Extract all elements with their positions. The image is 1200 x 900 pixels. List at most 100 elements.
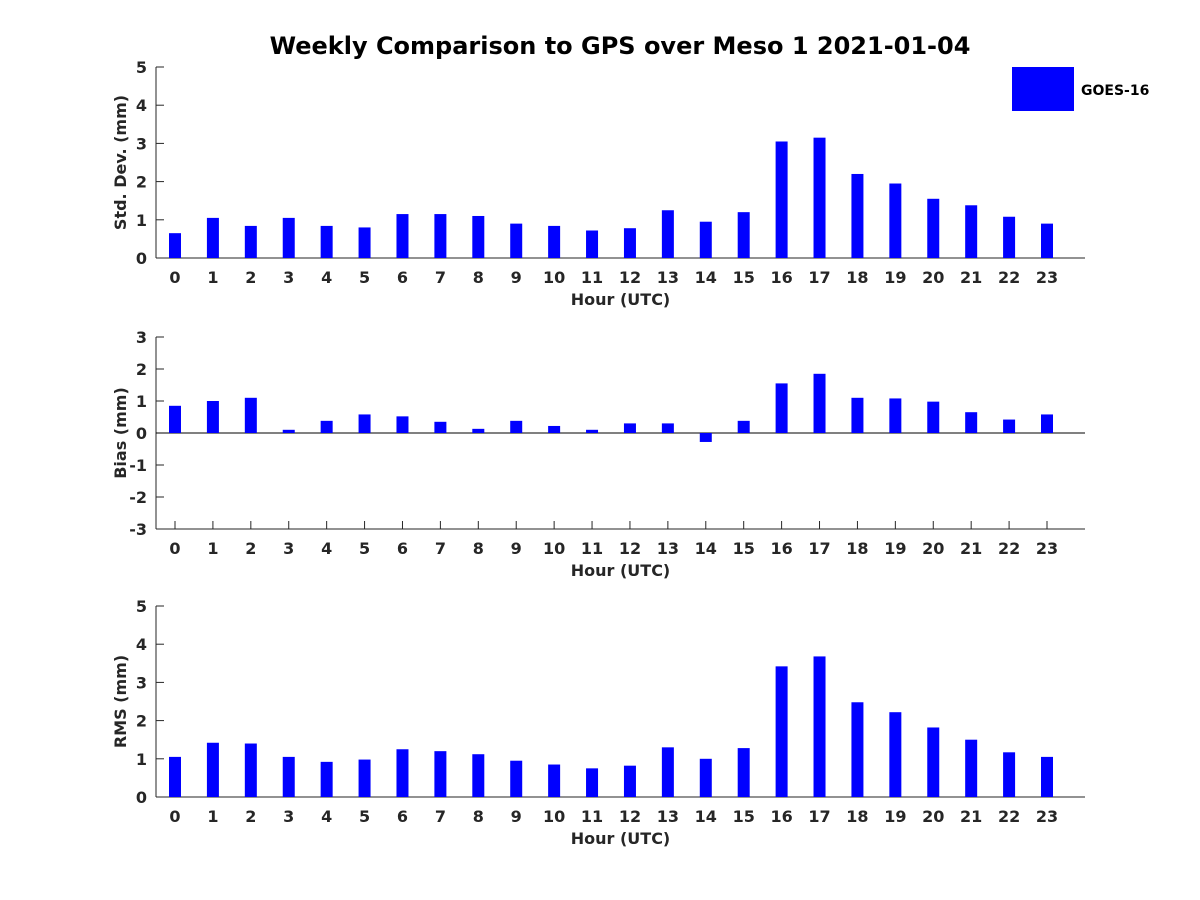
- x-tick-label: 21: [960, 268, 982, 287]
- bar: [965, 412, 978, 433]
- y-tick-label: 2: [136, 360, 147, 379]
- bar: [927, 198, 940, 258]
- x-tick-label: 20: [922, 268, 944, 287]
- bar: [472, 428, 485, 433]
- bar: [358, 414, 371, 433]
- x-tick-label: 18: [846, 268, 868, 287]
- y-tick-label: 4: [136, 96, 147, 115]
- bar: [851, 173, 864, 258]
- bar: [1041, 414, 1053, 433]
- x-tick-label: 16: [770, 268, 792, 287]
- y-tick-label: 0: [136, 788, 147, 807]
- x-tick-label: 19: [884, 807, 906, 826]
- bar: [434, 421, 447, 433]
- bar: [775, 383, 788, 433]
- bar: [244, 743, 257, 797]
- bar: [1003, 216, 1016, 258]
- x-tick-label: 0: [169, 268, 180, 287]
- y-tick-label: 0: [136, 249, 147, 268]
- bar: [169, 233, 181, 258]
- bar: [472, 215, 485, 258]
- x-tick-label: 1: [207, 539, 218, 558]
- bar: [320, 420, 333, 433]
- bar: [320, 225, 333, 258]
- bar: [775, 666, 788, 797]
- bar: [737, 420, 750, 433]
- x-tick-label: 6: [397, 539, 408, 558]
- chart-title: Weekly Comparison to GPS over Meso 1 202…: [270, 32, 971, 60]
- x-tick-label: 9: [511, 268, 522, 287]
- bar: [358, 227, 371, 258]
- x-tick-label: 16: [770, 539, 792, 558]
- x-tick-label: 6: [397, 807, 408, 826]
- x-tick-label: 12: [619, 807, 641, 826]
- x-axis-label: Hour (UTC): [571, 561, 671, 580]
- x-axis-label: Hour (UTC): [571, 290, 671, 309]
- bar: [358, 759, 371, 797]
- bar: [396, 416, 409, 433]
- x-tick-label: 13: [657, 268, 679, 287]
- bar: [927, 401, 940, 433]
- x-tick-label: 2: [245, 807, 256, 826]
- x-tick-label: 1: [207, 807, 218, 826]
- x-tick-label: 15: [733, 268, 755, 287]
- x-tick-label: 0: [169, 807, 180, 826]
- x-tick-label: 19: [884, 268, 906, 287]
- bar: [434, 751, 447, 797]
- x-tick-label: 23: [1036, 268, 1058, 287]
- x-tick-label: 2: [245, 539, 256, 558]
- x-tick-label: 20: [922, 807, 944, 826]
- y-tick-label: 5: [136, 597, 147, 616]
- x-tick-label: 5: [359, 268, 370, 287]
- x-tick-label: 11: [581, 268, 603, 287]
- y-tick-label: -1: [129, 456, 147, 475]
- x-tick-label: 17: [808, 807, 830, 826]
- x-tick-label: 10: [543, 807, 565, 826]
- y-axis-label: Std. Dev. (mm): [111, 95, 130, 230]
- bar: [586, 230, 599, 258]
- x-tick-label: 16: [770, 807, 792, 826]
- x-tick-label: 14: [695, 539, 717, 558]
- y-tick-label: -3: [129, 520, 147, 539]
- bar: [169, 405, 181, 433]
- y-tick-label: 1: [136, 392, 147, 411]
- bar: [623, 765, 636, 797]
- bar: [320, 761, 333, 797]
- x-tick-label: 10: [543, 268, 565, 287]
- bar: [889, 183, 902, 258]
- bar: [206, 217, 219, 258]
- bar: [548, 764, 561, 797]
- x-tick-label: 22: [998, 807, 1020, 826]
- bar: [813, 137, 826, 258]
- bar: [813, 373, 826, 433]
- x-tick-label: 6: [397, 268, 408, 287]
- y-axis-label: RMS (mm): [111, 655, 130, 748]
- bar: [699, 433, 712, 442]
- x-axis-label: Hour (UTC): [571, 829, 671, 848]
- bar: [699, 758, 712, 797]
- bar: [1003, 752, 1016, 797]
- bar: [169, 756, 181, 797]
- x-tick-label: 12: [619, 268, 641, 287]
- bar: [927, 727, 940, 797]
- x-tick-label: 22: [998, 539, 1020, 558]
- x-tick-label: 1: [207, 268, 218, 287]
- bar: [623, 423, 636, 433]
- x-tick-label: 9: [511, 807, 522, 826]
- x-tick-label: 13: [657, 807, 679, 826]
- bar: [661, 747, 674, 797]
- y-tick-label: 2: [136, 712, 147, 731]
- bar: [548, 225, 561, 258]
- bar: [510, 223, 523, 258]
- bar: [548, 425, 561, 433]
- bar: [1041, 223, 1053, 258]
- x-tick-label: 4: [321, 807, 332, 826]
- y-tick-label: 1: [136, 211, 147, 230]
- legend-label: GOES-16: [1081, 83, 1149, 99]
- bar: [661, 210, 674, 258]
- bar: [586, 429, 599, 433]
- x-tick-label: 8: [473, 268, 484, 287]
- x-tick-label: 4: [321, 268, 332, 287]
